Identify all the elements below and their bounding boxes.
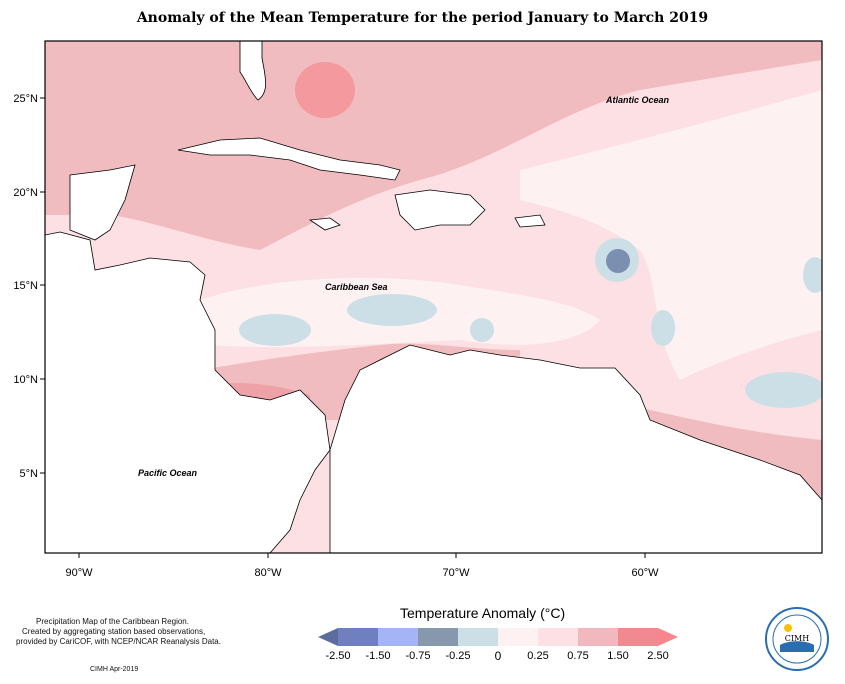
legend-tick-8: 2.50 [647, 650, 668, 662]
legend-arrow-left [318, 628, 338, 646]
legend-swatch-1 [338, 628, 378, 646]
legend-swatch-5 [498, 628, 538, 646]
map-frame [44, 40, 823, 554]
cool-spot-barbados [651, 310, 675, 346]
cool-spot-curacao [470, 318, 494, 342]
land-cuba [177, 137, 401, 181]
wave-icon [780, 641, 814, 652]
label-pacific-ocean: Pacific Ocean [138, 468, 198, 478]
note-line-2: Created by aggregating station based obs… [22, 627, 206, 636]
legend-tick-5: 0.25 [527, 650, 548, 662]
legend-tick-3: -0.25 [445, 650, 470, 662]
lon-ticks [78, 553, 646, 558]
land-florida [239, 41, 267, 101]
label-caribbean-sea: Caribbean Sea [325, 282, 388, 292]
legend-arrow-right [658, 628, 678, 646]
legend-tick-2: -0.75 [405, 650, 430, 662]
land-yucatan [69, 164, 136, 241]
sun-icon [784, 624, 792, 632]
legend-swatch-3 [418, 628, 458, 646]
cool-spot-east [745, 372, 822, 408]
warm-spot-bahamas [295, 62, 355, 118]
legend-swatch-7 [578, 628, 618, 646]
lat-label-10n: 10°N [13, 374, 38, 386]
cool-spot-central [347, 294, 437, 326]
cool-core-guadeloupe [606, 249, 630, 273]
warm-band-north [45, 41, 822, 250]
note-line-3: provided by CariCOF, with NCEP/NCAR Rean… [16, 637, 221, 646]
cool-spot-far-east [803, 257, 822, 293]
lat-label-20n: 20°N [13, 187, 38, 199]
legend-tick-1: -1.50 [365, 650, 390, 662]
near-zero-atlantic [520, 90, 822, 380]
legend-tick-4: 0 [495, 649, 502, 663]
map-title: Anomaly of the Mean Temperature for the … [136, 10, 709, 26]
cool-spot-west [239, 314, 311, 346]
land-hispaniola [394, 189, 486, 231]
lat-label-15n: 15°N [13, 280, 38, 292]
lon-label-60w: 60°W [631, 567, 659, 579]
legend-tick-6: 0.75 [567, 650, 588, 662]
land-puerto-rico [514, 214, 546, 228]
lon-label-80w: 80°W [254, 567, 282, 579]
lat-ticks [40, 97, 45, 474]
lon-label-70w: 70°W [442, 567, 470, 579]
land-jamaica [308, 217, 341, 231]
legend-swatch-2 [378, 628, 418, 646]
logo-text: CIMH [785, 634, 809, 643]
note-line-1: Precipitation Map of the Caribbean Regio… [36, 617, 189, 626]
lon-label-90w: 90°W [65, 567, 93, 579]
legend-title: Temperature Anomaly (°C) [400, 605, 566, 621]
lat-label-25n: 25°N [13, 93, 38, 105]
legend-swatch-6 [538, 628, 578, 646]
land-central-america [45, 231, 331, 553]
label-atlantic-ocean: Atlantic Ocean [605, 95, 670, 105]
legend-swatch-8 [618, 628, 658, 646]
land-south-america [329, 344, 822, 553]
legend-tick-7: 1.50 [607, 650, 628, 662]
legend-tick-0: -2.50 [325, 650, 350, 662]
lat-label-5n: 5°N [20, 468, 39, 480]
credit-line: CIMH Apr-2019 [90, 666, 139, 673]
legend-colorbar [318, 628, 678, 646]
legend-swatch-4 [458, 628, 498, 646]
land [45, 41, 822, 553]
cimh-logo: CIMH [765, 607, 829, 671]
anomaly-field [45, 41, 822, 553]
